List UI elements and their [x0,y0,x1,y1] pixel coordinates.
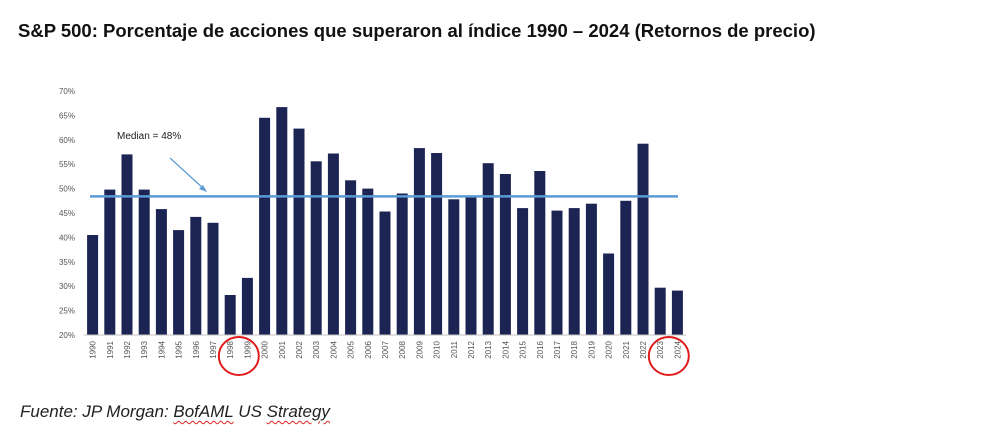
y-tick-label: 40% [59,233,75,242]
bar-chart: 20%25%30%35%40%45%50%55%60%65%70% 1990 19… [59,87,690,376]
bar-2001 [276,107,288,335]
bar-2014 [499,174,511,335]
x-tick-label: 2003 [312,340,321,358]
x-tick-label: 2010 [433,340,442,358]
bar-2005 [345,180,357,335]
bar-2004 [327,153,339,335]
y-tick-label: 20% [59,331,75,340]
bar-1996 [190,216,202,335]
median-arrow [169,157,205,190]
y-tick-label: 35% [59,258,75,267]
y-tick-label: 55% [59,160,75,169]
y-tick-label: 25% [59,307,75,316]
bar-2010 [431,153,443,335]
bar-1998 [224,295,236,335]
highlight-circles [217,336,690,376]
bar-2013 [482,163,494,335]
x-tick-label: 1995 [175,340,184,358]
bar-1995 [173,230,185,335]
bar-2011 [448,199,460,335]
x-tick-label: 2024 [673,340,682,358]
source-note: Fuente: JP Morgan: BofAML US Strategy [20,402,330,422]
source-prefix: Fuente: JP Morgan: [20,402,174,421]
x-tick-label: 1993 [140,340,149,358]
bar-2007 [379,211,391,335]
bar-2002 [293,128,305,335]
x-tick-label: 1990 [89,340,98,358]
x-tick-label: 2004 [329,340,338,358]
x-tick-label: 2005 [347,340,356,358]
source-word-bofaml: BofAML [173,402,234,421]
bar-2024 [671,290,683,335]
bar-1997 [207,222,219,335]
bar-1993 [138,189,150,335]
x-tick-label: 2013 [484,340,493,358]
y-tick-label: 65% [59,111,75,120]
bar-2021 [620,200,632,335]
y-axis-ticks: 20% 25% 30% 35% 40% 45% 50% 55% 60% 65% 70% [59,87,75,340]
bar-2016 [534,171,546,335]
bar-2012 [465,197,477,335]
x-tick-label: 2017 [553,340,562,358]
x-tick-label: 1992 [123,340,132,358]
y-tick-label: 60% [59,136,75,145]
highlight-circle-1998-1999 [217,336,260,376]
bar-1990 [87,235,99,335]
bar-1991 [104,189,116,335]
bar-2008 [396,193,408,335]
source-middle: US [233,402,267,421]
x-tick-label: 2007 [381,340,390,358]
x-tick-label: 1996 [192,340,201,358]
bar-2006 [362,188,374,335]
bar-2020 [603,253,615,335]
bar-1992 [121,154,133,335]
x-tick-label: 1997 [209,340,218,358]
y-tick-label: 50% [59,185,75,194]
x-tick-label: 2002 [295,340,304,358]
x-tick-label: 2012 [467,340,476,358]
x-tick-label: 2016 [536,340,545,358]
x-tick-label: 2000 [261,340,270,358]
x-tick-label: 2014 [501,340,510,358]
x-tick-label: 1994 [157,340,166,358]
x-tick-label: 2009 [415,340,424,358]
x-tick-label: 2018 [570,340,579,358]
bar-2015 [517,208,529,335]
x-tick-label: 1991 [106,340,115,358]
x-tick-label: 2022 [639,340,648,358]
x-tick-label: 2001 [278,340,287,358]
x-tick-label: 2011 [450,340,459,358]
source-word-strategy: Strategy [266,402,330,421]
bar-1999 [241,277,253,335]
x-tick-label: 2021 [622,340,631,358]
x-tick-label: 2019 [587,340,596,358]
bar-2018 [568,208,580,335]
median-arrowhead [199,185,207,192]
bar-2023 [654,287,666,335]
y-tick-label: 45% [59,209,75,218]
y-tick-label: 70% [59,87,75,96]
median-annotation: Median = 48% [117,131,181,142]
bar-2009 [413,148,425,335]
bar-2022 [637,143,649,335]
x-tick-label: 2006 [364,340,373,358]
x-tick-label: 2015 [519,340,528,358]
bar-2003 [310,161,322,335]
x-tick-label: 2020 [605,340,614,358]
bar-2019 [585,203,597,335]
highlight-circle-2023-2024 [647,336,690,376]
y-tick-label: 30% [59,282,75,291]
x-tick-label: 1999 [243,340,252,358]
bars-group [87,107,683,335]
x-tick-label: 1998 [226,340,235,358]
chart-title: S&P 500: Porcentaje de acciones que supe… [18,20,816,41]
x-tick-label: 2008 [398,340,407,358]
bar-2000 [259,117,271,335]
bar-2017 [551,210,563,335]
bar-1994 [155,209,167,335]
x-axis-ticks: 1990 1991 1992 1993 1994 1995 1996 1997 1998 1999… [89,340,683,358]
x-tick-label: 2023 [656,340,665,358]
